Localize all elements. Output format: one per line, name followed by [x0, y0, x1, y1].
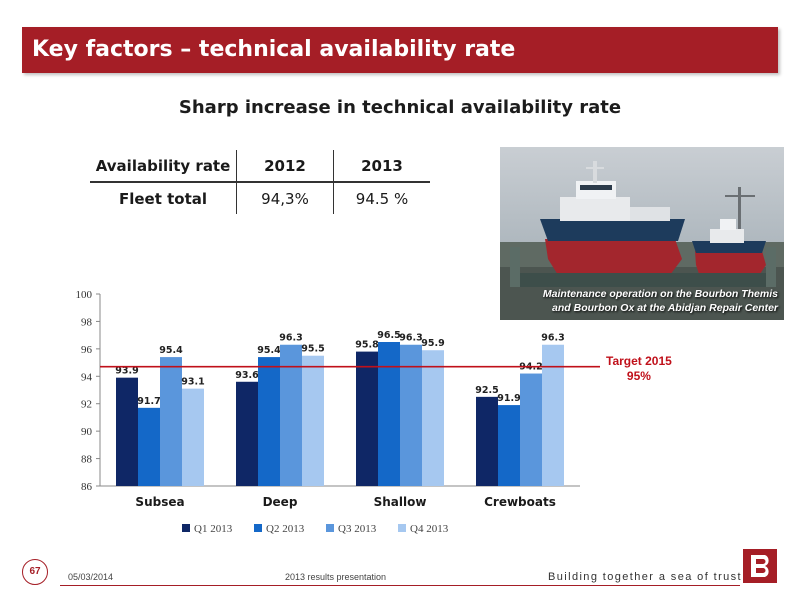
- data-label: 95.4: [257, 345, 281, 356]
- bar: [258, 357, 280, 486]
- slide-title: Key factors – technical availability rat…: [32, 37, 516, 62]
- data-label: 95.8: [355, 340, 379, 351]
- bar: [280, 344, 302, 486]
- y-tick-label: 88: [81, 454, 93, 466]
- target-label-line2: 95%: [626, 369, 651, 383]
- data-label: 93.9: [115, 366, 138, 377]
- photo-caption: Maintenance operation on the Bourbon The…: [543, 287, 778, 315]
- target-label: Target 2015 95%: [606, 354, 672, 384]
- y-tick-label: 86: [81, 481, 93, 493]
- data-label: 96.3: [541, 333, 564, 344]
- legend-swatch: [254, 524, 262, 532]
- category-label: Shallow: [374, 495, 427, 509]
- legend-entry: Q4 2013: [410, 523, 449, 535]
- y-tick-label: 96: [81, 344, 93, 356]
- y-tick-label: 100: [76, 289, 93, 301]
- bar: [160, 357, 182, 486]
- bar: [476, 396, 498, 486]
- target-label-line1: Target 2015: [606, 354, 672, 368]
- page-number: 67: [22, 559, 48, 585]
- data-label: 93.1: [181, 377, 204, 388]
- availability-bar-chart: 86 88 90 92 94 96 98 100 93.9 91.7 95.4 93.1 Subsea 9…: [76, 289, 600, 535]
- bar: [422, 350, 444, 486]
- legend-entry: Q3 2013: [338, 523, 377, 535]
- legend-swatch: [326, 524, 334, 532]
- data-label: 92.5: [475, 385, 498, 396]
- bar: [542, 344, 564, 486]
- y-tick-label: 98: [81, 316, 93, 328]
- table-cell-2012: 94,3%: [236, 182, 334, 214]
- bar: [356, 351, 378, 486]
- data-label: 95.4: [159, 345, 183, 356]
- data-label: 93.6: [235, 370, 259, 381]
- bourbon-logo-icon: [743, 549, 777, 583]
- data-label: 96.3: [279, 333, 302, 344]
- data-label: 95.5: [301, 344, 324, 355]
- table-header: 2013: [333, 150, 430, 183]
- bar: [116, 377, 138, 486]
- table-header: 2012: [236, 150, 334, 183]
- table-header-row: Availability rate 2012 2013: [90, 150, 430, 183]
- title-bar: Key factors – technical availability rat…: [22, 27, 778, 73]
- bar: [400, 344, 422, 486]
- bar: [302, 355, 324, 486]
- legend-entry: Q1 2013: [194, 523, 233, 535]
- availability-table: Availability rate 2012 2013 Fleet total …: [90, 150, 430, 214]
- data-label: 96.5: [377, 330, 400, 341]
- data-label: 95.9: [421, 338, 444, 349]
- category-label: Deep: [263, 495, 298, 509]
- category-label: Subsea: [135, 495, 184, 509]
- bar: [236, 381, 258, 486]
- data-label: 91.9: [497, 393, 520, 404]
- y-tick-label: 94: [81, 371, 93, 383]
- legend-swatch: [182, 524, 190, 532]
- footer-date: 05/03/2014: [68, 572, 114, 582]
- slide-subtitle: Sharp increase in technical availability…: [178, 97, 622, 118]
- footer-presentation: 2013 results presentation: [285, 572, 387, 582]
- ship-photo: Maintenance operation on the Bourbon The…: [500, 147, 784, 320]
- bar: [498, 405, 520, 486]
- ship-photo-illustration: [500, 147, 784, 320]
- bar: [138, 407, 160, 486]
- bar: [520, 373, 542, 486]
- photo-caption-line: and Bourbon Ox at the Abidjan Repair Cen…: [552, 302, 778, 314]
- table-cell-label: Fleet total: [90, 182, 237, 214]
- table-header: Availability rate: [90, 150, 237, 183]
- footer-divider: [60, 585, 740, 586]
- bar: [378, 342, 400, 486]
- legend-swatch: [398, 524, 406, 532]
- footer-slogan: Building together a sea of trust: [548, 571, 743, 583]
- category-label: Crewboats: [484, 495, 556, 509]
- photo-caption-line: Maintenance operation on the Bourbon The…: [542, 288, 778, 300]
- y-tick-label: 92: [81, 399, 92, 411]
- legend-entry: Q2 2013: [266, 523, 305, 535]
- bar: [182, 388, 204, 486]
- table-cell-2013: 94.5 %: [355, 189, 409, 208]
- table-row: Fleet total 94,3% 94.5 %: [90, 182, 430, 214]
- data-label: 91.7: [137, 396, 160, 407]
- data-label: 96.3: [399, 333, 422, 344]
- y-tick-label: 90: [81, 426, 93, 438]
